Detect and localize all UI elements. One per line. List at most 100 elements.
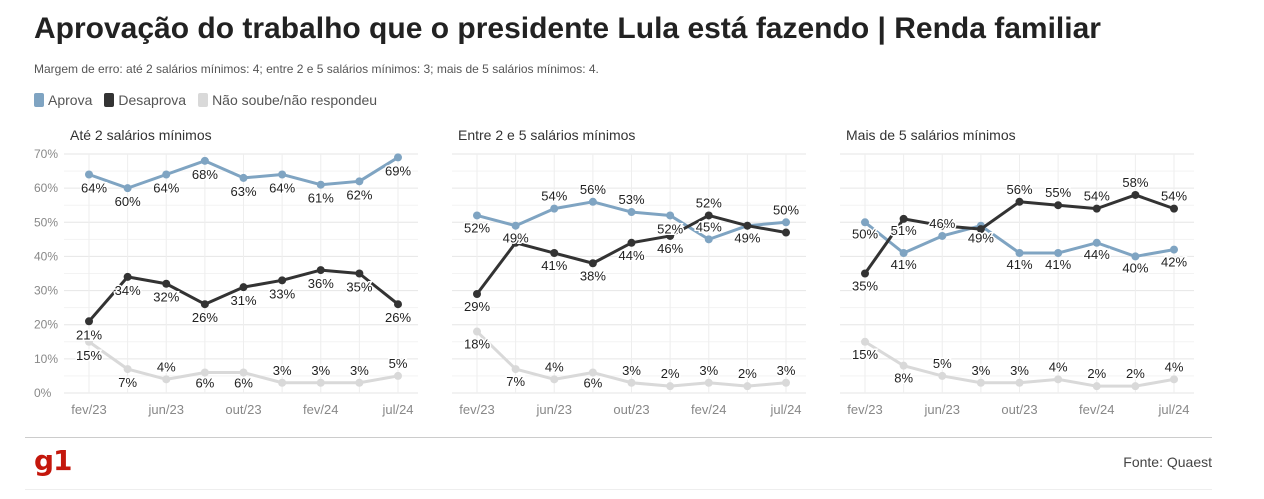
data-label-desaprova: 46% bbox=[657, 241, 683, 256]
data-label-aprova: 44% bbox=[1084, 247, 1110, 262]
data-point-nao-soube-nao-respondeu bbox=[511, 365, 520, 374]
x-tick-label: jul/24 bbox=[769, 402, 801, 417]
data-point-desaprova bbox=[1170, 204, 1178, 213]
data-label-nao-soube-nao-respondeu: 18% bbox=[464, 337, 490, 352]
data-point-desaprova bbox=[511, 238, 520, 247]
x-tick-label: jun/23 bbox=[148, 402, 184, 417]
data-label-nao-soube-nao-respondeu: 3% bbox=[777, 363, 796, 378]
data-point-nao-soube-nao-respondeu bbox=[1170, 375, 1178, 384]
data-label-nao-soube-nao-respondeu: 5% bbox=[389, 356, 408, 371]
data-point-nao-soube-nao-respondeu bbox=[627, 378, 636, 387]
y-tick-label: 10% bbox=[34, 352, 58, 366]
data-point-nao-soube-nao-respondeu bbox=[666, 382, 675, 391]
data-point-aprova bbox=[899, 249, 908, 258]
legend-label-desaprova: Desaprova bbox=[118, 92, 187, 108]
data-point-nao-soube-nao-respondeu bbox=[278, 378, 287, 387]
data-point-desaprova bbox=[861, 269, 869, 278]
data-point-aprova bbox=[1170, 245, 1178, 254]
data-label-desaprova: 41% bbox=[541, 258, 567, 273]
y-tick-label: 40% bbox=[34, 249, 58, 263]
x-tick-label: jul/24 bbox=[1157, 402, 1189, 417]
y-tick-label: 50% bbox=[34, 215, 58, 229]
legend-item-desaprova[interactable]: Desaprova bbox=[104, 92, 186, 108]
data-label-desaprova: 29% bbox=[464, 299, 490, 314]
x-tick-label: out/23 bbox=[1001, 402, 1037, 417]
data-point-desaprova bbox=[1054, 201, 1063, 210]
data-label-nao-soube-nao-respondeu: 3% bbox=[622, 363, 641, 378]
panel-title: Entre 2 e 5 salários mínimos bbox=[458, 127, 635, 143]
x-tick-label: jul/24 bbox=[381, 402, 413, 417]
data-label-desaprova: 31% bbox=[230, 293, 256, 308]
legend-swatch-nao-soube bbox=[198, 93, 209, 107]
x-tick-label: fev/23 bbox=[459, 402, 494, 417]
data-point-desaprova bbox=[938, 221, 947, 230]
data-point-desaprova bbox=[1015, 197, 1024, 206]
data-label-nao-soube-nao-respondeu: 6% bbox=[234, 376, 253, 391]
data-label-desaprova: 54% bbox=[1084, 189, 1110, 204]
data-point-aprova bbox=[394, 153, 402, 162]
data-label-desaprova: 35% bbox=[852, 279, 878, 294]
y-tick-label: 20% bbox=[34, 318, 58, 332]
data-label-nao-soube-nao-respondeu: 4% bbox=[1165, 359, 1184, 374]
data-point-desaprova bbox=[976, 225, 985, 234]
data-label-nao-soube-nao-respondeu: 3% bbox=[311, 363, 330, 378]
data-label-desaprova: 35% bbox=[346, 280, 372, 295]
data-point-aprova bbox=[588, 197, 597, 206]
data-label-desaprova: 33% bbox=[269, 286, 295, 301]
data-label-nao-soube-nao-respondeu: 2% bbox=[1126, 366, 1145, 381]
data-label-aprova: 49% bbox=[968, 231, 994, 246]
data-point-nao-soube-nao-respondeu bbox=[1131, 382, 1140, 391]
data-point-aprova bbox=[355, 177, 364, 186]
x-tick-label: fev/24 bbox=[1079, 402, 1114, 417]
data-point-desaprova bbox=[200, 300, 209, 309]
data-point-aprova bbox=[239, 173, 248, 182]
data-point-nao-soube-nao-respondeu bbox=[743, 382, 752, 391]
y-tick-label: 60% bbox=[34, 181, 58, 195]
data-label-desaprova: 38% bbox=[580, 268, 606, 283]
data-label-nao-soube-nao-respondeu: 3% bbox=[273, 363, 292, 378]
data-label-desaprova: 26% bbox=[192, 310, 218, 325]
data-point-nao-soube-nao-respondeu bbox=[550, 375, 559, 384]
data-point-desaprova bbox=[666, 231, 675, 240]
data-label-nao-soube-nao-respondeu: 6% bbox=[195, 376, 214, 391]
data-point-aprova bbox=[511, 221, 520, 230]
legend-swatch-aprova bbox=[34, 93, 44, 107]
bottom-divider bbox=[25, 489, 1212, 490]
data-point-aprova bbox=[627, 208, 636, 217]
legend-item-nao-soube[interactable]: Não soube/não respondeu bbox=[198, 92, 377, 108]
data-label-aprova: 60% bbox=[115, 194, 141, 209]
data-point-desaprova bbox=[1131, 190, 1140, 199]
legend-item-aprova[interactable]: Aprova bbox=[34, 92, 92, 108]
data-label-aprova: 42% bbox=[1161, 255, 1187, 270]
data-point-aprova bbox=[200, 156, 209, 165]
data-point-desaprova bbox=[355, 269, 364, 278]
x-tick-label: fev/23 bbox=[71, 402, 106, 417]
data-label-desaprova: 52% bbox=[696, 195, 722, 210]
data-point-aprova bbox=[316, 180, 325, 189]
data-point-desaprova bbox=[162, 279, 171, 288]
data-label-aprova: 69% bbox=[385, 163, 411, 178]
panel-3: Mais de 5 salários mínimos fev/23 jun/23 ou… bbox=[840, 127, 1194, 417]
chart-title: Aprovação do trabalho que o presidente L… bbox=[34, 12, 1101, 45]
data-point-nao-soube-nao-respondeu bbox=[123, 365, 132, 374]
x-tick-label: fev/23 bbox=[847, 402, 882, 417]
data-label-nao-soube-nao-respondeu: 3% bbox=[971, 363, 990, 378]
data-label-nao-soube-nao-respondeu: 8% bbox=[894, 371, 913, 386]
data-label-desaprova: 21% bbox=[76, 327, 102, 342]
data-label-aprova: 41% bbox=[1045, 257, 1071, 272]
data-point-aprova bbox=[666, 211, 675, 220]
data-label-aprova: 52% bbox=[464, 220, 490, 235]
y-tick-label: 0% bbox=[34, 386, 52, 400]
data-point-aprova bbox=[123, 184, 132, 193]
data-label-aprova: 54% bbox=[541, 189, 567, 204]
data-label-nao-soube-nao-respondeu: 2% bbox=[1087, 366, 1106, 381]
y-tick-label: 30% bbox=[34, 284, 58, 298]
data-point-nao-soube-nao-respondeu bbox=[938, 371, 947, 380]
data-label-desaprova: 44% bbox=[618, 248, 644, 263]
y-tick-label: 70% bbox=[34, 147, 58, 161]
data-label-aprova: 61% bbox=[308, 191, 334, 206]
panel-title: Até 2 salários mínimos bbox=[70, 127, 212, 143]
data-point-aprova bbox=[278, 170, 287, 179]
data-label-aprova: 41% bbox=[891, 257, 917, 272]
source-note: Fonte: Quaest bbox=[1123, 454, 1212, 470]
